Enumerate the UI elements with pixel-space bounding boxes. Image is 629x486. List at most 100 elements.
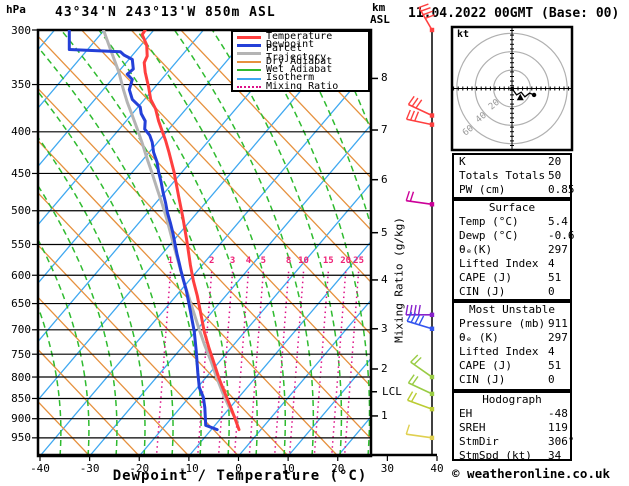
table-section-header: Surface bbox=[488, 201, 536, 214]
table-row-label: Lifted Index bbox=[459, 345, 539, 358]
temperature-curve bbox=[140, 30, 241, 432]
copyright: © weatheronline.co.uk bbox=[452, 466, 611, 481]
legend-item-label: Wet Adiabat bbox=[266, 64, 333, 76]
mixing-ratio-value-label: 8 bbox=[285, 255, 292, 266]
mixing-ratio-value-label: 15 bbox=[322, 255, 334, 266]
table-row-value: 297 bbox=[548, 331, 568, 344]
wet-adiabat-line bbox=[38, 90, 174, 456]
wind-barb-feather bbox=[406, 391, 414, 401]
table-row-value: 4 bbox=[548, 257, 555, 270]
wind-barb-feather bbox=[409, 110, 416, 121]
wet-adiabat-line bbox=[38, 46, 202, 456]
wind-barb-feather bbox=[405, 424, 411, 435]
table-row-label: Lifted Index bbox=[459, 257, 539, 270]
mixing-ratio-axis-label: Mixing Ratio (g/kg) bbox=[392, 217, 406, 343]
table-row-value: 4 bbox=[548, 345, 555, 358]
table-row-value: 51 bbox=[548, 271, 562, 284]
table-row: Lifted Index 4 bbox=[454, 257, 570, 271]
dry-adiabat-line bbox=[81, 30, 371, 336]
station-title: 43°34'N 243°13'W 850m ASL bbox=[55, 5, 276, 20]
legend-item: Isotherm bbox=[233, 72, 368, 84]
legend-swatch-thin bbox=[237, 69, 261, 72]
legend-swatch-thin bbox=[237, 77, 261, 80]
legend-item-label: Isotherm bbox=[266, 72, 315, 84]
wet-adiabat-line bbox=[362, 30, 371, 49]
dry-adiabat-line bbox=[279, 30, 371, 127]
wind-barb-feather bbox=[405, 304, 409, 315]
table-row: PW (cm) 0.85 bbox=[454, 183, 575, 197]
pressure-tick-label: 450 bbox=[11, 166, 31, 180]
isotherm-line bbox=[89, 123, 371, 456]
table-row-label: K bbox=[459, 155, 466, 168]
legend-swatch-thin bbox=[237, 61, 261, 64]
wind-barb-level-dot bbox=[429, 406, 435, 412]
indices-table: K 20 Totals Totals 50 PW (cm) 0.85 bbox=[452, 153, 575, 199]
legend-item-label: Parcel Trajectory bbox=[265, 43, 327, 63]
wind-barb bbox=[405, 109, 435, 127]
wet-adiabat-line bbox=[173, 30, 315, 456]
wind-barb bbox=[405, 190, 435, 207]
mixing-ratio-line bbox=[330, 271, 347, 456]
legend-item: Dewpoint bbox=[233, 39, 368, 51]
wind-barb-staff bbox=[408, 103, 433, 117]
wind-barb-staff bbox=[406, 433, 433, 439]
legend-swatch-thick bbox=[237, 52, 261, 56]
km-tick-label: 3 bbox=[381, 321, 388, 335]
legend-item: Temperature bbox=[233, 31, 368, 42]
wet-adiabat-line bbox=[38, 136, 146, 456]
temperature-tick-label: -30 bbox=[79, 462, 100, 475]
hodograph-triangle-marker bbox=[516, 93, 524, 101]
mixing-ratio-value-label: 25 bbox=[353, 255, 364, 266]
wet-adiabat-line bbox=[249, 30, 371, 456]
table-row: θₑ (K) 297 bbox=[454, 331, 570, 345]
pressure-tick-label: 650 bbox=[11, 297, 31, 311]
wind-barb-feather bbox=[418, 315, 425, 326]
indices-table: Most Unstable Pressure (mb) 911 θₑ (K) 297 Li… bbox=[452, 301, 572, 391]
mixing-ratio-line bbox=[273, 271, 290, 456]
temperature-tick-label: 30 bbox=[380, 462, 394, 475]
pressure-tick-label: 350 bbox=[11, 78, 31, 92]
table-row-value: 0 bbox=[548, 373, 555, 386]
altitude-axis-unit-asl: ASL bbox=[370, 13, 390, 26]
table-row-value: -0.6 bbox=[548, 229, 575, 242]
wind-barb-feather bbox=[425, 14, 435, 19]
table-row: Temp (°C) 5.4 bbox=[454, 215, 570, 229]
table-row-label: EH bbox=[459, 407, 473, 420]
table-row: CAPE (J) 51 bbox=[454, 359, 570, 373]
isotherm-line bbox=[38, 30, 105, 109]
wind-barb-feather bbox=[414, 314, 421, 324]
table-row-value: 5.4 bbox=[548, 215, 568, 228]
table-row-label: CIN (J) bbox=[459, 373, 506, 386]
table-row: EH -48 bbox=[454, 407, 570, 421]
table-row-label: θₑ (K) bbox=[459, 331, 499, 344]
km-tick-label: 7 bbox=[381, 123, 388, 136]
legend-item: Parcel Trajectory bbox=[233, 44, 368, 62]
table-row: Pressure (mb) 911 bbox=[454, 317, 570, 331]
indices-table: Hodograph EH -48 SREH 119 StmDir 306° StmSpd (k… bbox=[452, 391, 575, 462]
lcl-label: LCL bbox=[382, 384, 402, 398]
hodograph-dot-marker bbox=[531, 92, 537, 98]
mixing-ratio-line bbox=[155, 271, 172, 456]
wind-barb bbox=[407, 95, 435, 118]
table-row-label: θₑ(K) bbox=[459, 243, 493, 256]
wind-barb-feather bbox=[413, 356, 422, 366]
wind-barb-feather bbox=[406, 311, 413, 322]
table-row-label: CAPE (J) bbox=[459, 359, 512, 372]
wet-adiabat-line bbox=[60, 30, 230, 456]
pressure-tick-label: 800 bbox=[11, 370, 31, 384]
table-row-label: StmSpd (kt) bbox=[459, 449, 532, 462]
wind-barb bbox=[410, 354, 435, 380]
legend-item: Wet Adiabat bbox=[233, 64, 368, 76]
wind-barb-level-dot bbox=[429, 374, 435, 380]
table-row-value: 20 bbox=[548, 155, 562, 168]
parcel-trajectory-curve bbox=[102, 30, 239, 424]
legend-item-label: Dewpoint bbox=[266, 39, 315, 51]
legend-swatch-dotted bbox=[237, 85, 261, 88]
wind-barb-feather bbox=[411, 97, 419, 107]
mixing-ratio-lines bbox=[155, 271, 360, 456]
table-row-label: PW (cm) bbox=[459, 183, 506, 196]
table-row: CIN (J) 0 bbox=[454, 285, 570, 299]
isotherm-line bbox=[38, 30, 304, 343]
